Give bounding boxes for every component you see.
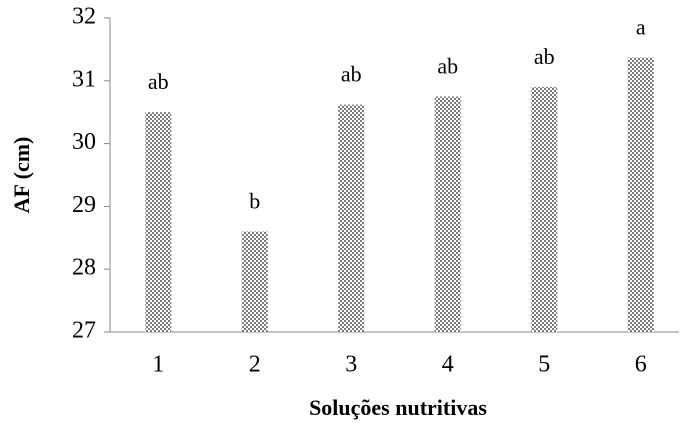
x-tick-label: 1 bbox=[152, 352, 164, 378]
y-tick-label: 27 bbox=[72, 318, 96, 344]
y-tick-label: 32 bbox=[72, 4, 96, 30]
y-tick-label: 28 bbox=[72, 255, 96, 281]
bar-annotation: ab bbox=[534, 44, 555, 69]
x-tick-label: 5 bbox=[538, 352, 550, 378]
bar bbox=[627, 57, 654, 333]
x-tick-label: 2 bbox=[249, 352, 261, 378]
y-tick-label: 31 bbox=[72, 66, 96, 92]
bar-annotation: b bbox=[249, 189, 260, 214]
x-tick-label: 4 bbox=[442, 352, 454, 378]
x-tick-label: 3 bbox=[345, 352, 357, 378]
y-axis-title: AF (cm) bbox=[9, 137, 34, 214]
bar bbox=[241, 231, 268, 332]
y-tick-label: 30 bbox=[72, 129, 96, 155]
x-axis-title: Soluções nutritivas bbox=[309, 395, 487, 420]
bar bbox=[338, 104, 365, 332]
bar bbox=[145, 112, 172, 332]
bar-annotation: ab bbox=[341, 62, 362, 87]
bar-annotation: a bbox=[636, 15, 646, 40]
bar-annotation: ab bbox=[148, 69, 169, 94]
bar bbox=[531, 87, 558, 332]
bar bbox=[434, 96, 461, 332]
bar-annotation: ab bbox=[437, 54, 458, 79]
x-tick-label: 6 bbox=[635, 352, 647, 378]
y-tick-label: 29 bbox=[72, 192, 96, 218]
